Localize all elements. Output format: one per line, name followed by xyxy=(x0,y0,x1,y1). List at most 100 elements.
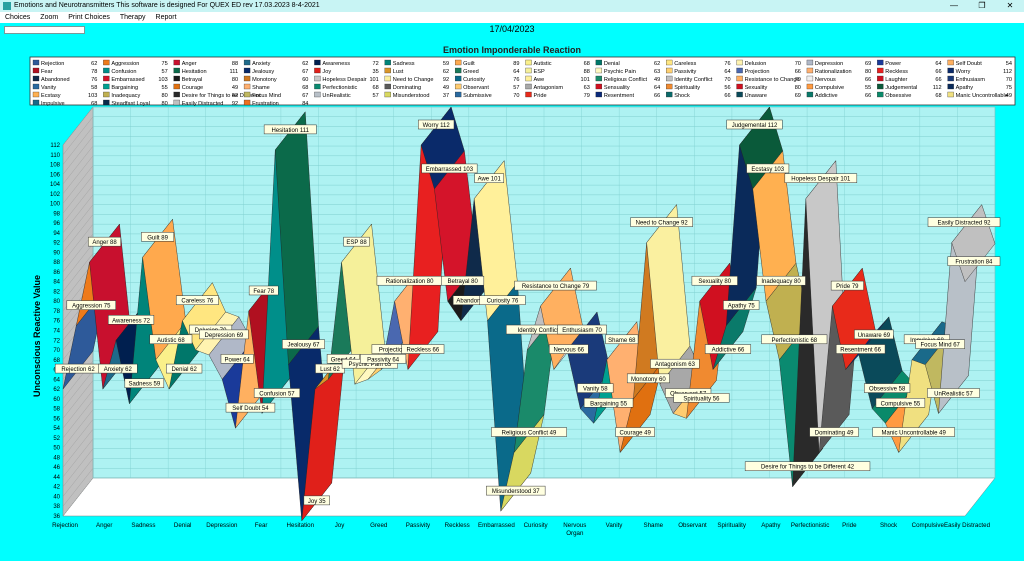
legend-label: Betrayal xyxy=(182,77,203,83)
legend-value: 76 xyxy=(513,77,519,83)
legend-value: 58 xyxy=(91,85,97,91)
legend-label: Resistance to Change xyxy=(745,77,800,83)
data-label-apathy: Apathy 75 xyxy=(723,300,760,310)
data-label-power: Power 64 xyxy=(220,354,254,364)
data-label-text: Obsessive 58 xyxy=(869,387,906,393)
legend-value: 66 xyxy=(654,93,660,99)
legend-label: Greed xyxy=(463,69,479,75)
data-label-misunderstood: Misunderstood 37 xyxy=(486,485,546,496)
legend-label: Denial xyxy=(604,61,620,67)
data-label-box xyxy=(98,363,138,374)
menu-bar: Choices Zoom Print Choices Therapy Repor… xyxy=(0,12,1024,23)
data-label-box xyxy=(263,124,317,135)
legend-value: 80 xyxy=(865,69,871,75)
legend-label: Awareness xyxy=(322,61,350,67)
data-label-box xyxy=(872,427,955,437)
data-label-box xyxy=(66,300,116,310)
legend-label: ESP xyxy=(534,69,545,75)
legend-entry-judgemental: Judgemental 112 xyxy=(877,83,942,91)
data-label-box xyxy=(784,173,858,183)
data-label-box xyxy=(577,383,614,393)
legend-entry-sensuality: Sensuality 64 xyxy=(595,83,660,91)
data-label-resentment: Resentment 66 xyxy=(835,344,886,354)
data-label-text: Depression 69 xyxy=(205,333,244,339)
legend-value: 67 xyxy=(302,69,308,75)
x-tick-label-denial: Denial xyxy=(174,522,192,529)
legend-swatch xyxy=(173,67,180,74)
y-tick-label: 40 xyxy=(53,494,60,500)
data-label-courage: Courage 49 xyxy=(615,427,655,437)
legend-swatch xyxy=(454,67,462,74)
legend-value: 49 xyxy=(1006,93,1012,99)
legend-swatch xyxy=(947,75,954,82)
y-tick-label: 98 xyxy=(53,211,60,217)
legend-value: 101 xyxy=(369,77,378,83)
x-tick-label-pride: Pride xyxy=(842,522,857,529)
legend-value: 55 xyxy=(161,85,167,91)
menu-choices[interactable]: Choices xyxy=(5,14,31,21)
legend-entry-steadfast-loyal: Steadfast Loyal 80 xyxy=(103,99,168,107)
legend-swatch xyxy=(243,99,251,106)
gridline-wall xyxy=(62,370,94,409)
legend-label: Fear xyxy=(41,69,53,75)
x-tick-label-observant: Observant xyxy=(678,522,707,529)
legend-swatch xyxy=(736,83,743,90)
gridline-wall xyxy=(62,429,94,468)
data-label-bargaining: Bargaining 55 xyxy=(583,398,634,408)
legend-swatch xyxy=(243,67,251,74)
legend-entry-anger: Anger 88 xyxy=(173,59,238,67)
data-label-text: Abandoned 76 xyxy=(456,299,496,305)
legend-value: 59 xyxy=(443,61,449,67)
window-title: Emotions and Neurotransmitters This soft… xyxy=(14,2,320,9)
legend-swatch xyxy=(243,83,251,90)
menu-zoom[interactable]: Zoom xyxy=(40,14,59,21)
data-label-aggression: Aggression 75 xyxy=(66,300,116,310)
data-label-box xyxy=(108,315,155,325)
y-tick-label: 48 xyxy=(53,455,60,461)
menu-therapy[interactable]: Therapy xyxy=(119,14,146,21)
x-tick-label-nervous-organ: Nervous xyxy=(563,522,586,529)
data-label-fear: Fear 78 xyxy=(248,285,279,296)
gridline-wall xyxy=(62,224,94,263)
data-label-box xyxy=(418,119,455,130)
data-label-box xyxy=(421,163,478,174)
minimize-button[interactable]: — xyxy=(950,1,958,10)
data-label-box xyxy=(479,295,526,305)
legend-swatch xyxy=(666,67,673,74)
gridline-wall xyxy=(62,477,94,517)
data-label-box xyxy=(746,163,790,174)
menu-print-choices[interactable]: Print Choices xyxy=(68,14,110,21)
gridline-wall xyxy=(62,409,94,448)
data-label-confusion: Confusion 57 xyxy=(253,388,301,398)
data-label-box xyxy=(630,217,693,227)
legend-value: 57 xyxy=(373,93,379,99)
data-label-manic-uncontrollable: Manic Uncontrollable 49 xyxy=(872,427,955,437)
legend-label: Desire for Things to be Different xyxy=(182,93,262,99)
menu-report[interactable]: Report xyxy=(155,14,177,21)
legend-entry-ecstasy: Ecstasy 103 xyxy=(32,91,97,99)
legend-swatch xyxy=(595,75,603,82)
legend-entry-autistic: Autistic 68 xyxy=(525,59,590,67)
legend-value: 76 xyxy=(724,61,730,67)
legend-value: 68 xyxy=(584,61,590,67)
legend-label: Passivity xyxy=(674,69,696,75)
data-label-rejection: Rejection 62 xyxy=(54,363,102,374)
maximize-button[interactable]: ❐ xyxy=(978,1,986,10)
data-label-box xyxy=(744,461,871,471)
x-tick-label-rejection: Rejection xyxy=(52,522,78,529)
close-button[interactable]: ✕ xyxy=(1006,1,1014,10)
legend-swatch xyxy=(454,91,462,98)
legend-entry-shame: Shame 68 xyxy=(243,83,308,91)
legend-swatch xyxy=(525,83,532,90)
legend-label: Rationalization xyxy=(815,69,852,75)
data-label-box xyxy=(149,334,193,345)
gridline-wall xyxy=(62,468,94,507)
x-tick-label-hesitation: Hesitation xyxy=(287,522,315,529)
legend-value: 49 xyxy=(232,85,238,91)
y-tick-label: 44 xyxy=(53,475,60,481)
legend-entry-unaware: Unaware 69 xyxy=(736,91,801,99)
data-label-box xyxy=(514,280,597,291)
legend-value: 80 xyxy=(161,101,167,107)
chart-title: Emotion Imponderable Reaction xyxy=(443,45,581,55)
legend-label: Laughter xyxy=(885,77,907,83)
